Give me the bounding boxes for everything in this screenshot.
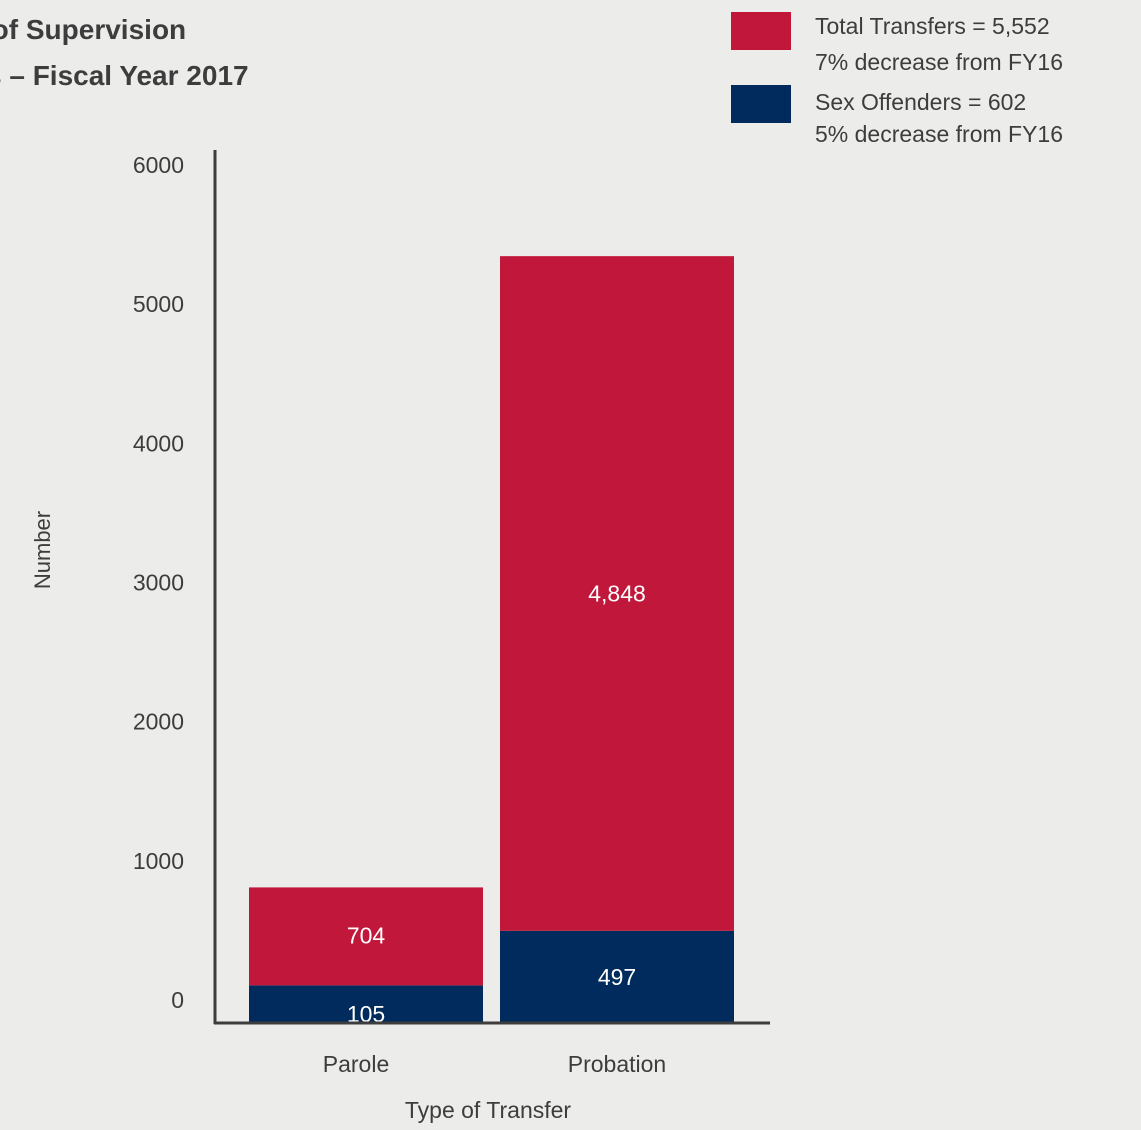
- bar-probation-other: [500, 256, 734, 931]
- legend-swatch-total: [731, 12, 791, 50]
- x-tick-label-parole: Parole: [323, 1051, 389, 1077]
- x-tick-label-probation: Probation: [568, 1051, 666, 1077]
- data-label-probation-other: 4,848: [588, 580, 646, 606]
- data-label-parole-other: 704: [347, 922, 386, 948]
- chart-title: r of Supervision s – Fiscal Year 2017: [0, 14, 700, 104]
- y-tick-label: 4000: [133, 430, 184, 456]
- legend-swatch-sex-offenders: [731, 85, 791, 123]
- y-tick-label: 2000: [133, 709, 184, 735]
- chart-title-line-2: s – Fiscal Year 2017: [0, 60, 249, 91]
- x-axis-tick-labels: Parole Probation: [323, 1051, 666, 1077]
- bar-parole-sex-offenders: [249, 985, 483, 1023]
- bars: [249, 256, 734, 1023]
- legend-sublabel-sex-offenders: 5% decrease from FY16: [815, 121, 1064, 147]
- y-axis-label: Number: [30, 511, 55, 589]
- legend-label-sex-offenders: Sex Offenders = 602: [815, 89, 1027, 115]
- bar-probation-sex-offenders: [500, 930, 734, 1023]
- bar-parole-other: [249, 887, 483, 986]
- chart-title-line-1: r of Supervision: [0, 14, 187, 45]
- y-tick-label: 1000: [133, 848, 184, 874]
- y-tick-label: 6000: [133, 152, 184, 178]
- x-axis-label: Type of Transfer: [405, 1097, 572, 1123]
- legend-label-total: Total Transfers = 5,552: [815, 13, 1050, 39]
- y-tick-label: 3000: [133, 570, 184, 596]
- y-tick-label: 0: [171, 987, 184, 1013]
- data-label-probation-sex-offenders: 497: [598, 964, 636, 990]
- y-axis-tick-labels: 0 1000 2000 3000 4000 5000 6000: [133, 152, 184, 1013]
- legend-sublabel-total: 7% decrease from FY16: [815, 49, 1064, 75]
- y-tick-label: 5000: [133, 291, 184, 317]
